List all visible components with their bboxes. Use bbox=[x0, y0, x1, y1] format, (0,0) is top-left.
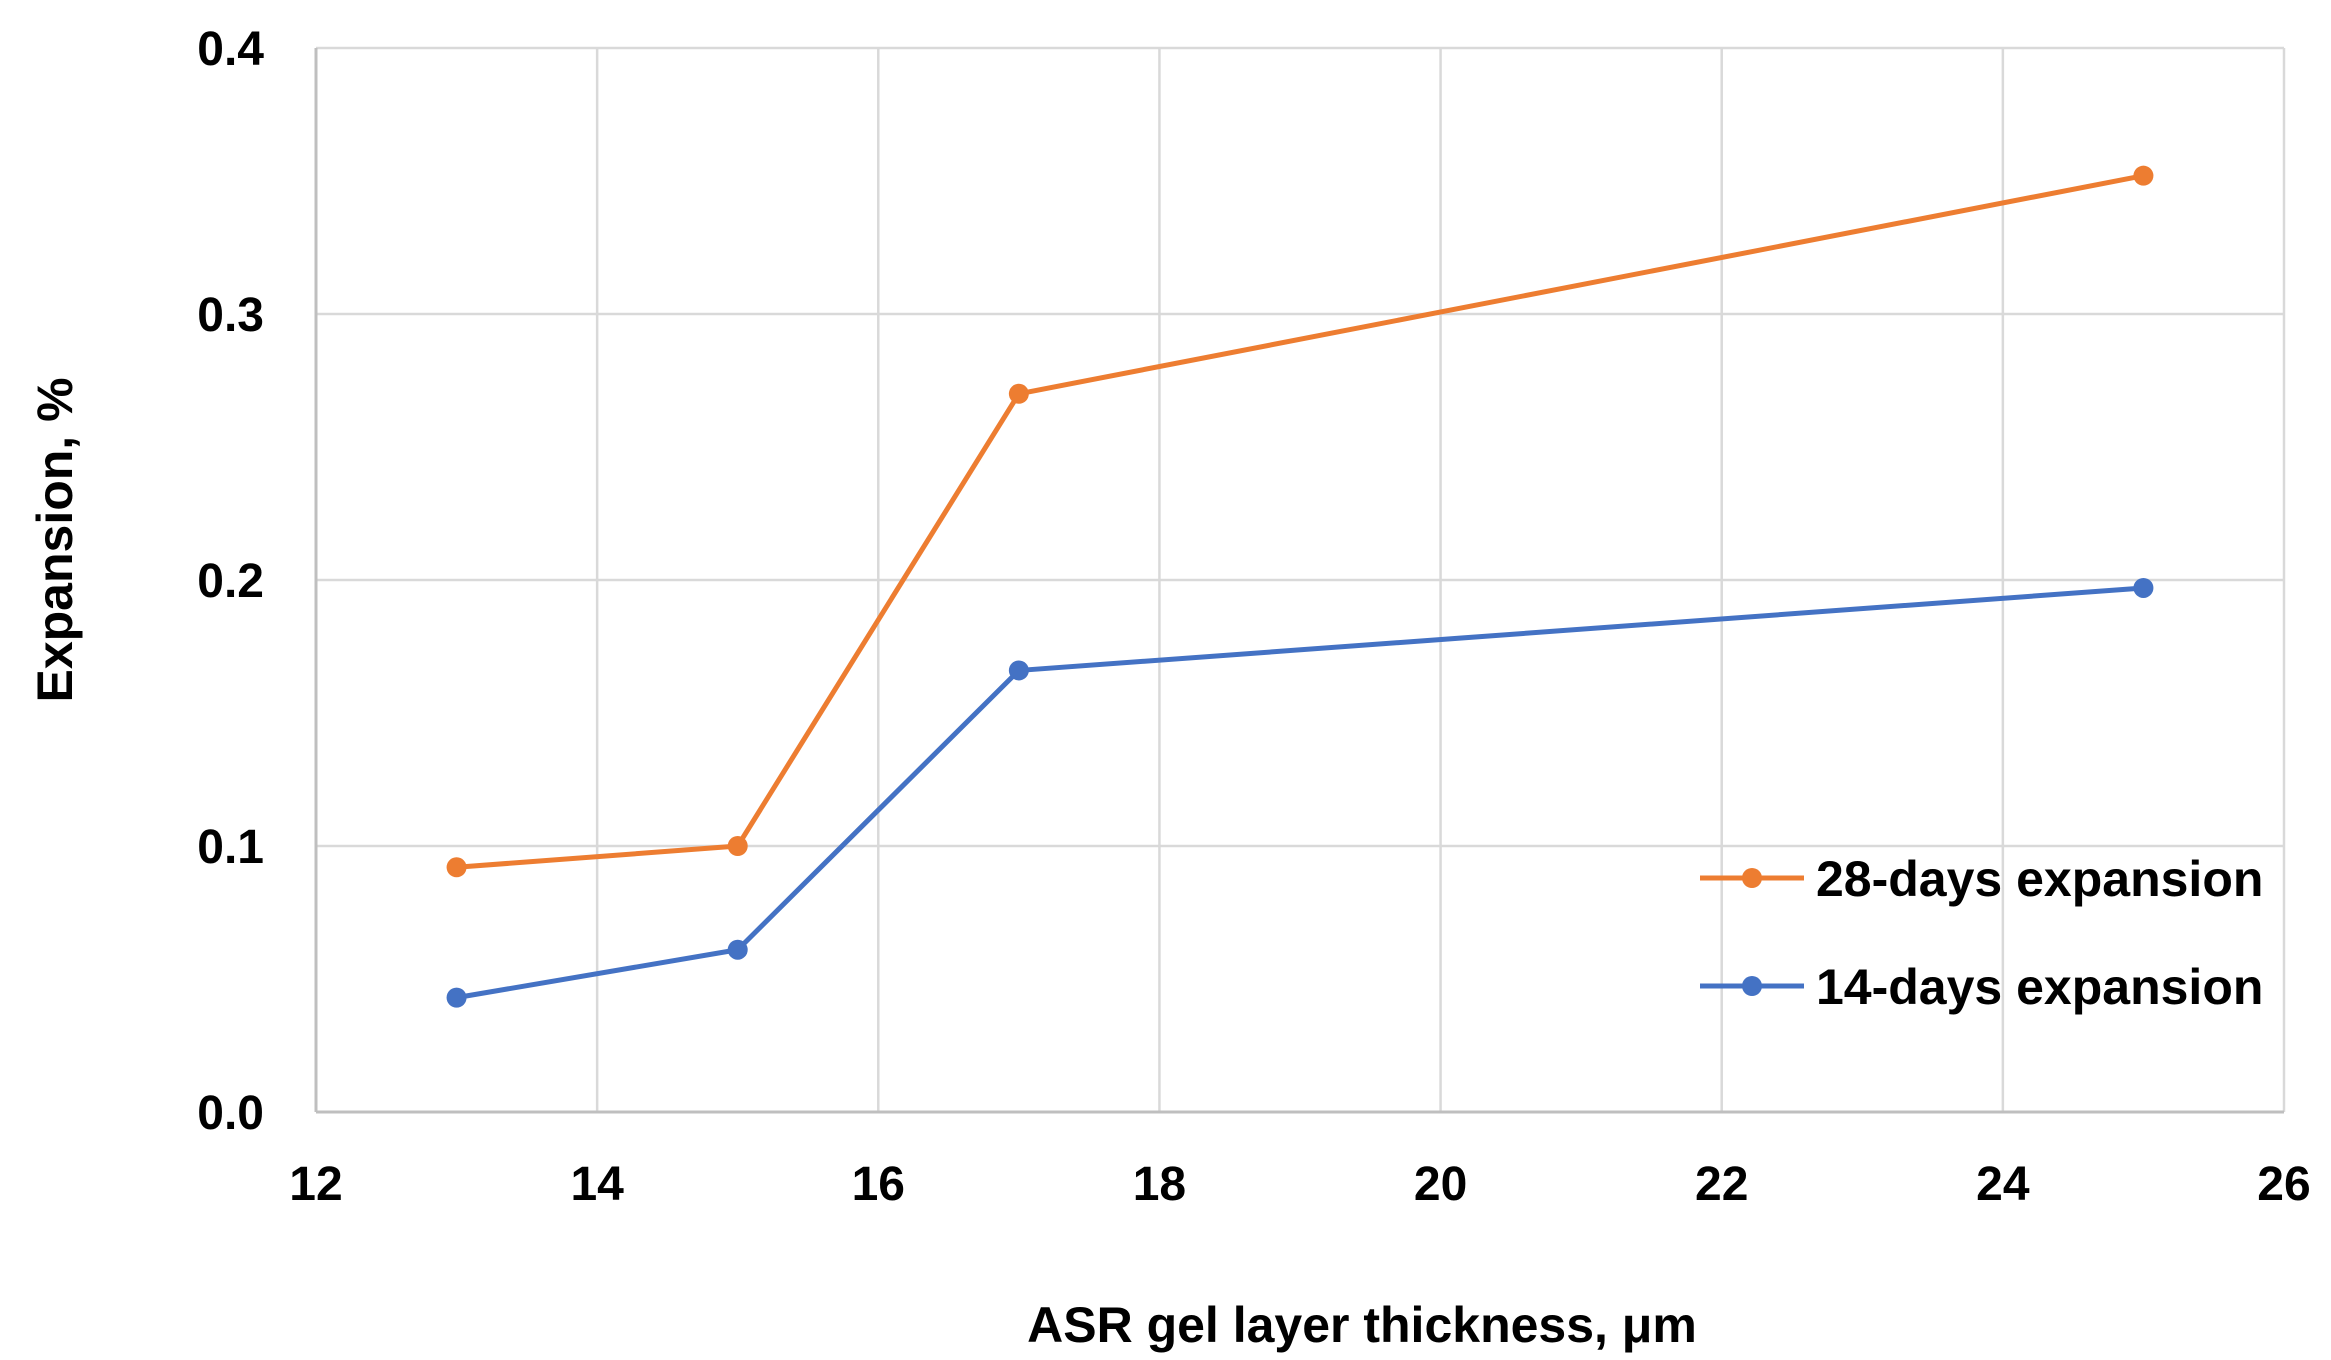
series-line bbox=[454, 173, 2146, 870]
x-tick-label: 16 bbox=[852, 1158, 905, 1211]
gridlines bbox=[316, 46, 2286, 1112]
x-tick-label: 20 bbox=[1414, 1158, 1467, 1211]
legend-item: 28-days expansion bbox=[1700, 851, 2263, 907]
legend-marker bbox=[1742, 868, 1762, 888]
y-tick-label: 0.1 bbox=[197, 821, 264, 874]
x-tick-labels: 12 14 16 18 20 22 24 26 bbox=[289, 1158, 2310, 1211]
series-line bbox=[454, 585, 2146, 1001]
x-tick-label: 12 bbox=[289, 1158, 342, 1211]
data-point bbox=[446, 987, 467, 1008]
x-tick-label: 26 bbox=[2257, 1158, 2310, 1211]
data-point bbox=[727, 939, 748, 960]
legend-marker bbox=[1742, 976, 1762, 996]
y-tick-label: 0.4 bbox=[197, 23, 264, 76]
legend-label: 14-days expansion bbox=[1816, 959, 2263, 1015]
series-0 bbox=[446, 165, 2154, 878]
y-tick-label: 0.3 bbox=[197, 289, 264, 342]
y-axis-title: Expansion, % bbox=[27, 377, 83, 702]
data-point bbox=[727, 836, 748, 856]
x-tick-label: 24 bbox=[1976, 1158, 2030, 1211]
y-tick-label: 0.2 bbox=[197, 555, 264, 608]
y-tick-labels: 0.0 0.1 0.2 0.3 0.4 bbox=[197, 23, 264, 1140]
x-tick-label: 18 bbox=[1133, 1158, 1186, 1211]
legend: 28-days expansion 14-days expansion bbox=[1700, 851, 2263, 1015]
data-point bbox=[2133, 165, 2154, 186]
data-series bbox=[446, 165, 2154, 1008]
x-tick-label: 14 bbox=[570, 1158, 624, 1211]
legend-item: 14-days expansion bbox=[1700, 959, 2263, 1015]
x-axis-title: ASR gel layer thickness, μm bbox=[1027, 1297, 1697, 1353]
legend-label: 28-days expansion bbox=[1816, 851, 2263, 907]
data-point bbox=[1008, 660, 1029, 681]
data-point bbox=[2133, 577, 2154, 598]
x-tick-label: 22 bbox=[1695, 1158, 1748, 1211]
data-point bbox=[1008, 383, 1029, 404]
data-point bbox=[446, 857, 467, 878]
series-1 bbox=[446, 577, 2154, 1008]
axes bbox=[314, 48, 2284, 1114]
y-tick-label: 0.0 bbox=[197, 1087, 264, 1140]
